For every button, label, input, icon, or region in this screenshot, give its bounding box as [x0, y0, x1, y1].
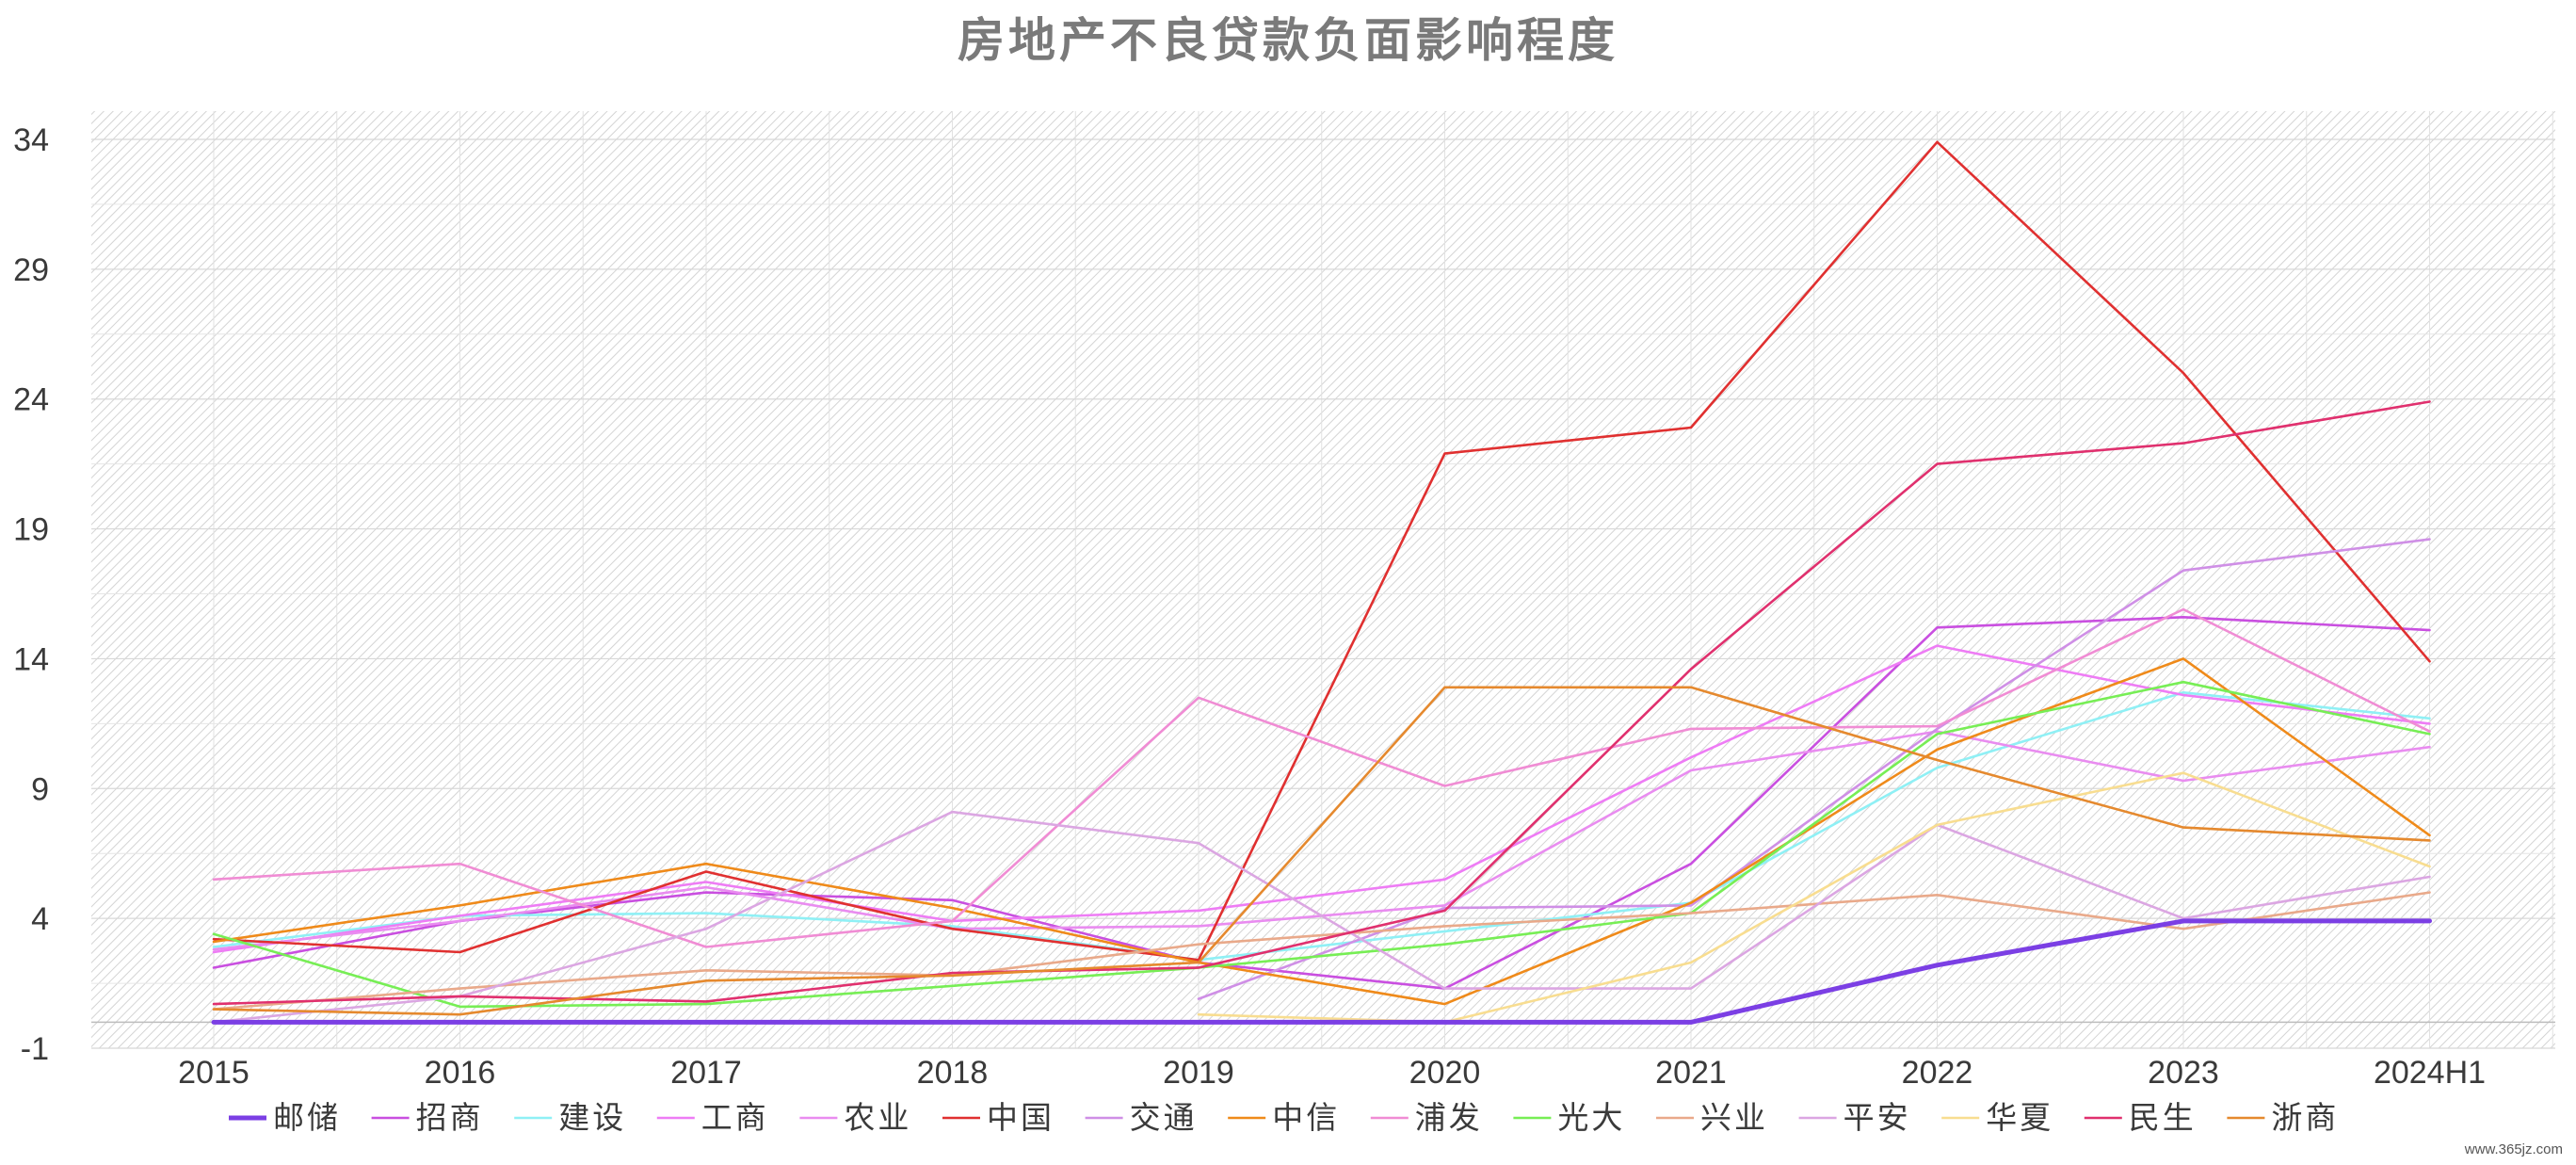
legend-label: 建设 [558, 1099, 626, 1136]
series-line-7 [1197, 538, 2431, 1000]
x-tick-label: 2024H1 [2374, 1055, 2486, 1091]
legend-label: 中信 [1272, 1099, 1340, 1136]
series-line-10 [212, 680, 2431, 1009]
legend-label: 光大 [1557, 1099, 1625, 1136]
y-tick-label: -1 [21, 1031, 49, 1067]
series-line-15 [212, 686, 2431, 1016]
legend-label: 交通 [1130, 1099, 1198, 1136]
y-axis-tick-labels: -1 4 9 14 19 24 29 34 [13, 122, 49, 1067]
x-tick-label: 2023 [2148, 1055, 2219, 1091]
x-tick-label: 2022 [1902, 1055, 1973, 1091]
series-line-1 [211, 918, 2432, 1025]
y-tick-label: 19 [13, 512, 49, 548]
x-tick-label: 2017 [670, 1055, 742, 1091]
legend-label: 兴业 [1700, 1099, 1768, 1136]
chart-title: 房地产不良贷款负面影响程度 [958, 12, 1618, 68]
legend-label: 浦发 [1415, 1099, 1483, 1136]
horizontal-gridlines [91, 138, 2555, 1049]
legend-label: 浙商 [2271, 1099, 2339, 1136]
legend-label: 农业 [844, 1099, 911, 1136]
y-tick-label: 34 [13, 122, 49, 158]
legend: 邮储 招商 建设 工商 农业 中国 交通 中信 浦发 光大 兴业 平安 华夏 民生 浙商 [229, 1099, 2339, 1136]
x-tick-label: 2015 [178, 1055, 250, 1091]
legend-label: 邮储 [273, 1099, 341, 1136]
series-line-9 [212, 607, 2431, 948]
series-line-2 [212, 615, 2431, 990]
x-tick-label: 2021 [1655, 1055, 1727, 1091]
x-tick-label: 2020 [1409, 1055, 1481, 1091]
series-line-6 [212, 140, 2431, 962]
y-tick-label: 4 [31, 901, 49, 937]
legend-label: 华夏 [1986, 1099, 2053, 1136]
y-tick-label: 14 [13, 641, 49, 677]
vertical-gridlines [213, 111, 2553, 1048]
series-line-14 [212, 400, 2431, 1006]
series-line-3 [212, 690, 2431, 962]
y-tick-label: 9 [31, 771, 49, 807]
series-line-4 [212, 644, 2431, 954]
series-line-8 [212, 657, 2431, 1006]
y-tick-label: 29 [13, 252, 49, 288]
x-tick-label: 2018 [917, 1055, 989, 1091]
x-tick-label: 2019 [1163, 1055, 1234, 1091]
legend-label: 工商 [701, 1099, 769, 1136]
y-tick-label: 24 [13, 382, 49, 418]
series-line-12 [212, 810, 2431, 1024]
x-axis-tick-labels: 2015 2016 2017 2018 2019 2020 2021 2022 2023 2024… [178, 1055, 2486, 1091]
watermark: www.365jz.com [2464, 1141, 2563, 1157]
series-lines [211, 140, 2432, 1025]
series-line-11 [212, 891, 2431, 1011]
legend-label: 民生 [2129, 1099, 2197, 1136]
plot-area [91, 111, 2555, 1048]
legend-label: 招商 [416, 1099, 484, 1136]
legend-label: 平安 [1843, 1099, 1911, 1136]
x-tick-label: 2016 [425, 1055, 496, 1091]
legend-label: 中国 [987, 1099, 1055, 1136]
